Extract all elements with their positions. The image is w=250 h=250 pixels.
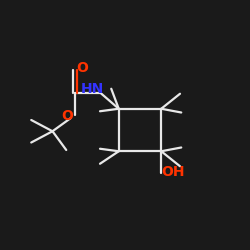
Text: OH: OH: [161, 166, 184, 179]
Text: O: O: [76, 60, 88, 74]
Text: O: O: [62, 109, 74, 123]
Text: HN: HN: [81, 82, 104, 96]
